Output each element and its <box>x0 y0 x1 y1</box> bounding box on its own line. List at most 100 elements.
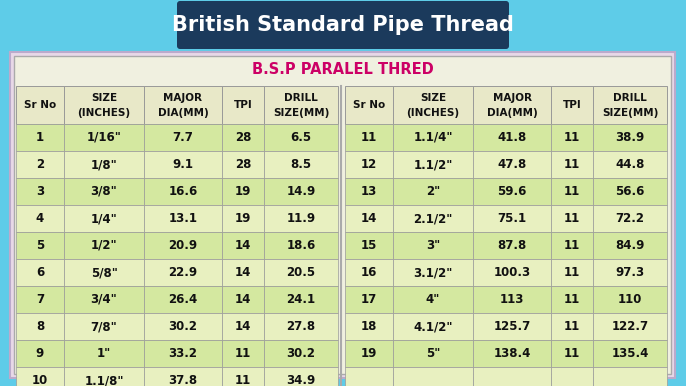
Text: 11: 11 <box>564 239 580 252</box>
Text: 3": 3" <box>426 239 440 252</box>
Text: 3/8": 3/8" <box>91 185 117 198</box>
Bar <box>64 286 144 313</box>
Text: 28: 28 <box>235 131 251 144</box>
Bar <box>345 367 393 386</box>
Bar <box>64 232 144 259</box>
Bar <box>551 205 593 232</box>
Text: 3/4": 3/4" <box>91 293 117 306</box>
Bar <box>144 232 222 259</box>
Bar <box>264 86 338 124</box>
Bar <box>345 86 393 124</box>
Bar <box>473 367 551 386</box>
Text: 19: 19 <box>235 185 251 198</box>
Text: 14: 14 <box>235 266 251 279</box>
Bar <box>593 178 667 205</box>
Bar <box>593 259 667 286</box>
Bar <box>10 52 675 378</box>
Text: 2.1/2": 2.1/2" <box>413 212 453 225</box>
Bar <box>345 286 393 313</box>
Bar <box>345 124 393 151</box>
Bar <box>64 151 144 178</box>
Bar <box>345 151 393 178</box>
Text: 1.1/4": 1.1/4" <box>413 131 453 144</box>
Bar <box>393 313 473 340</box>
Text: 12: 12 <box>361 158 377 171</box>
Bar <box>393 151 473 178</box>
Bar <box>551 151 593 178</box>
Text: 56.6: 56.6 <box>615 185 645 198</box>
Bar <box>473 151 551 178</box>
Bar <box>473 205 551 232</box>
Text: 14.9: 14.9 <box>286 185 316 198</box>
Text: 1/8": 1/8" <box>91 158 117 171</box>
Text: 8.5: 8.5 <box>290 158 311 171</box>
Bar <box>345 205 393 232</box>
FancyBboxPatch shape <box>177 1 509 49</box>
Bar <box>14 56 671 374</box>
Text: 14: 14 <box>235 239 251 252</box>
Bar <box>16 259 64 286</box>
Bar <box>222 205 264 232</box>
Text: 7: 7 <box>36 293 44 306</box>
Text: DIA(MM): DIA(MM) <box>486 108 537 119</box>
Text: 110: 110 <box>618 293 642 306</box>
Bar <box>144 340 222 367</box>
Text: 20.9: 20.9 <box>169 239 198 252</box>
Bar <box>345 232 393 259</box>
Text: 5": 5" <box>426 347 440 360</box>
Bar <box>64 367 144 386</box>
Text: 14: 14 <box>235 293 251 306</box>
Text: 15: 15 <box>361 239 377 252</box>
Bar <box>593 232 667 259</box>
Text: 13: 13 <box>361 185 377 198</box>
Text: 4: 4 <box>36 212 44 225</box>
Text: 28: 28 <box>235 158 251 171</box>
Text: 33.2: 33.2 <box>169 347 198 360</box>
Bar <box>16 205 64 232</box>
Text: 9: 9 <box>36 347 44 360</box>
Bar <box>222 178 264 205</box>
Text: 20.5: 20.5 <box>287 266 316 279</box>
Text: 1.1/8": 1.1/8" <box>84 374 123 386</box>
Text: 100.3: 100.3 <box>493 266 530 279</box>
Text: 13.1: 13.1 <box>169 212 198 225</box>
Text: 1/4": 1/4" <box>91 212 117 225</box>
Text: 122.7: 122.7 <box>611 320 648 333</box>
Bar <box>551 232 593 259</box>
Bar <box>16 178 64 205</box>
Bar <box>16 286 64 313</box>
Text: 22.9: 22.9 <box>169 266 198 279</box>
Text: 14: 14 <box>361 212 377 225</box>
Bar <box>473 259 551 286</box>
Bar <box>593 86 667 124</box>
Bar <box>264 367 338 386</box>
Text: 1/2": 1/2" <box>91 239 117 252</box>
Text: 11: 11 <box>564 158 580 171</box>
Bar <box>264 124 338 151</box>
Text: 11: 11 <box>564 266 580 279</box>
Bar <box>551 367 593 386</box>
Text: 7.7: 7.7 <box>173 131 193 144</box>
Bar <box>222 151 264 178</box>
Text: 34.9: 34.9 <box>286 374 316 386</box>
Text: 11: 11 <box>564 212 580 225</box>
Bar <box>593 286 667 313</box>
Bar <box>144 124 222 151</box>
Text: 3.1/2": 3.1/2" <box>413 266 453 279</box>
Text: 2: 2 <box>36 158 44 171</box>
Text: 6: 6 <box>36 266 44 279</box>
Text: 1: 1 <box>36 131 44 144</box>
Text: 59.6: 59.6 <box>497 185 527 198</box>
Text: 11: 11 <box>564 131 580 144</box>
Bar <box>222 367 264 386</box>
Bar <box>473 86 551 124</box>
Bar <box>64 205 144 232</box>
Bar <box>473 124 551 151</box>
Bar <box>551 259 593 286</box>
Text: 6.5: 6.5 <box>290 131 311 144</box>
Bar <box>264 313 338 340</box>
Bar <box>144 367 222 386</box>
Bar <box>64 178 144 205</box>
Text: 14: 14 <box>235 320 251 333</box>
Text: 8: 8 <box>36 320 44 333</box>
